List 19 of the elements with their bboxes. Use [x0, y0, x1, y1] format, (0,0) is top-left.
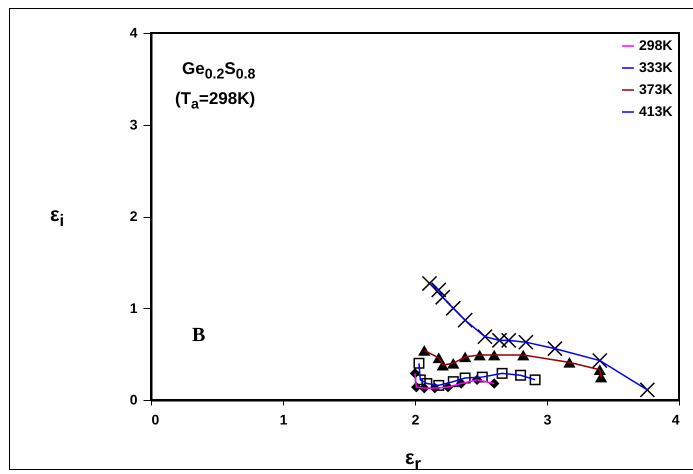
y-tick-label: 1 [130, 300, 138, 316]
annotation: Ge$_{0.2}$S$_{0.8}$ [182, 59, 256, 82]
x-axis-title: ε$_{r}$ [405, 447, 421, 473]
annotation: (T$_{a}$=298K) [175, 89, 256, 112]
legend-label: 298K [639, 37, 672, 53]
x-tick-label: 4 [672, 412, 680, 428]
y-tick-label: 4 [130, 24, 138, 40]
legend-label: 373K [639, 81, 672, 97]
x-tick-label: 0 [152, 412, 160, 428]
x-tick-label: 1 [280, 412, 288, 428]
y-tick-label: 3 [130, 116, 138, 132]
y-axis-title: ε$_{i}$ [50, 204, 64, 230]
x-tick-label: 3 [544, 412, 552, 428]
legend-label: 333K [639, 59, 672, 75]
y-tick-label: 2 [130, 208, 138, 224]
x-tick-label: 2 [412, 412, 420, 428]
y-tick-label: 0 [130, 392, 138, 408]
legend-label: 413K [639, 103, 672, 119]
annotation: B [192, 324, 206, 346]
